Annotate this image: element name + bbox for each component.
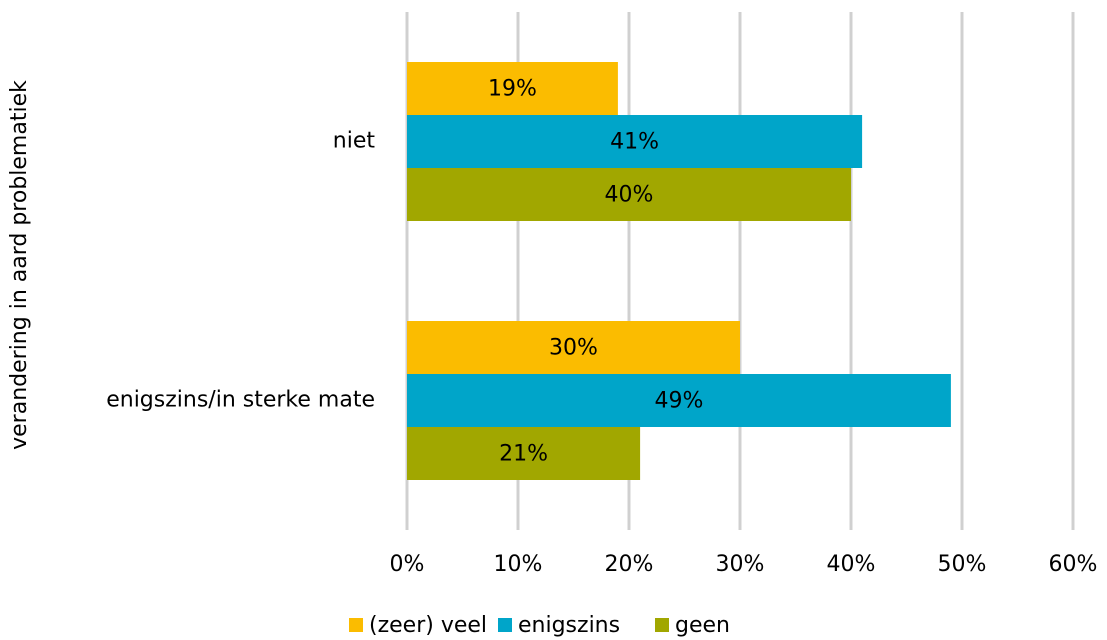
data-label: 30% xyxy=(549,336,598,361)
x-tick-label: 20% xyxy=(605,552,654,577)
bar xyxy=(407,115,863,168)
y-tick-label: niet xyxy=(333,129,376,154)
legend-label: enigszins xyxy=(518,613,620,638)
legend-swatch xyxy=(498,618,512,632)
data-label: 49% xyxy=(654,389,703,414)
x-tick-label: 40% xyxy=(827,552,876,577)
x-tick-label: 10% xyxy=(494,552,543,577)
legend-swatch xyxy=(349,618,363,632)
x-tick-label: 30% xyxy=(716,552,765,577)
bar xyxy=(407,62,618,115)
legend-label: (zeer) veel xyxy=(369,613,487,638)
x-tick-label: 50% xyxy=(938,552,987,577)
bar xyxy=(407,427,641,480)
data-label: 19% xyxy=(488,77,537,102)
data-label: 21% xyxy=(499,442,548,467)
bar xyxy=(407,374,951,427)
data-label: 41% xyxy=(610,130,659,155)
y-axis-label: verandering in aard problematiek xyxy=(7,80,32,450)
legend-swatch xyxy=(655,618,669,632)
x-tick-label: 0% xyxy=(390,552,425,577)
y-tick-label: enigszins/in sterke mate xyxy=(106,388,375,413)
x-tick-label: 60% xyxy=(1049,552,1098,577)
bar xyxy=(407,168,851,221)
data-label: 40% xyxy=(605,183,654,208)
legend-label: geen xyxy=(675,613,730,638)
bar xyxy=(407,321,740,374)
